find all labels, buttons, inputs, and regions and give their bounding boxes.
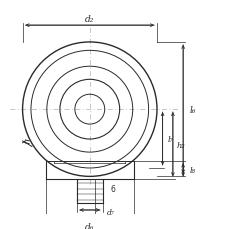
Text: l₇: l₇ <box>167 135 173 143</box>
Text: l₆: l₆ <box>188 105 195 114</box>
Text: d₇: d₇ <box>106 208 114 216</box>
Text: 6: 6 <box>110 185 115 194</box>
Text: d₂: d₂ <box>85 15 94 24</box>
Text: h₂: h₂ <box>176 141 185 149</box>
Text: d₆: d₆ <box>85 222 94 229</box>
Text: l₈: l₈ <box>189 166 195 174</box>
